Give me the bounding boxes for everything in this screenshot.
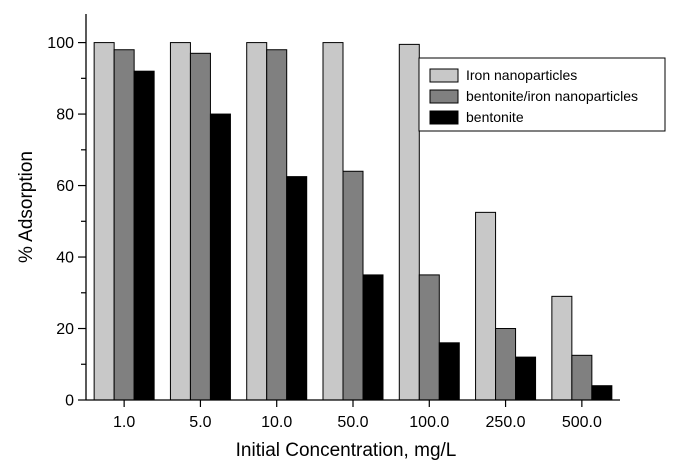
- x-tick-label-10-0: 10.0: [261, 414, 292, 431]
- bar-iron-nanoparticles-5-0: [169, 42, 191, 401]
- legend-label-bentonite-iron-nanoparticles: bentonite/iron nanoparticles: [466, 88, 638, 104]
- x-tick-label-100-0: 100.0: [409, 414, 449, 431]
- y-tick-label-0: 0: [65, 393, 74, 410]
- bar-iron-nanoparticles-100-0: [398, 43, 420, 401]
- y-tick-label-40: 40: [56, 250, 74, 267]
- x-axis-title: Initial Concentration, mg/L: [236, 440, 457, 461]
- legend-box: [418, 57, 666, 132]
- bar-bentonite-1-0: [133, 70, 155, 401]
- x-tick-label-5-0: 5.0: [189, 414, 211, 431]
- bar-bentonite-iron-nanoparticles-10-0: [266, 49, 288, 401]
- bar-bentonite-10-0: [286, 176, 308, 401]
- y-tick-label-20: 20: [56, 321, 74, 338]
- x-tick-label-1-0: 1.0: [113, 414, 135, 431]
- y-ticks: 0 20 40 60 80 100: [47, 35, 86, 410]
- bar-iron-nanoparticles-10-0: [246, 42, 268, 401]
- bar-iron-nanoparticles-50-0: [322, 42, 344, 401]
- y-axis-title: % Adsorption: [16, 151, 37, 263]
- bar-bentonite-250-0: [515, 356, 537, 401]
- legend-swatch-iron-nanoparticles: [429, 68, 459, 83]
- x-tick-label-50-0: 50.0: [337, 414, 368, 431]
- legend-swatch-bentonite: [429, 110, 459, 125]
- bar-bentonite-5-0: [209, 113, 231, 401]
- legend: Iron nanoparticles bentonite/iron nanopa…: [418, 57, 666, 132]
- bar-bentonite-iron-nanoparticles-250-0: [495, 328, 517, 401]
- bar-iron-nanoparticles-1-0: [93, 42, 115, 401]
- bar-bentonite-500-0: [591, 385, 613, 401]
- legend-label-iron-nanoparticles: Iron nanoparticles: [466, 67, 577, 83]
- bar-bentonite-iron-nanoparticles-50-0: [342, 170, 364, 401]
- x-tick-label-250-0: 250.0: [486, 414, 526, 431]
- legend-label-bentonite: bentonite: [466, 109, 524, 125]
- y-tick-label-100: 100: [47, 35, 74, 52]
- bar-iron-nanoparticles-250-0: [475, 211, 497, 401]
- bars-layer: [93, 42, 613, 401]
- bar-bentonite-iron-nanoparticles-5-0: [189, 52, 211, 401]
- x-tick-label-500-0: 500.0: [562, 414, 602, 431]
- legend-swatch-bentonite-iron-nanoparticles: [429, 89, 459, 104]
- bar-bentonite-iron-nanoparticles-500-0: [571, 354, 593, 401]
- y-tick-label-80: 80: [56, 107, 74, 124]
- bar-bentonite-100-0: [438, 342, 460, 401]
- y-tick-label-60: 60: [56, 178, 74, 195]
- bar-iron-nanoparticles-500-0: [551, 295, 573, 401]
- bar-bentonite-iron-nanoparticles-1-0: [113, 49, 135, 401]
- x-ticks: 1.0 5.0 10.0 50.0 100.0 250.0 500.0: [113, 400, 602, 431]
- bar-bentonite-50-0: [362, 274, 384, 401]
- bar-bentonite-iron-nanoparticles-100-0: [418, 274, 440, 401]
